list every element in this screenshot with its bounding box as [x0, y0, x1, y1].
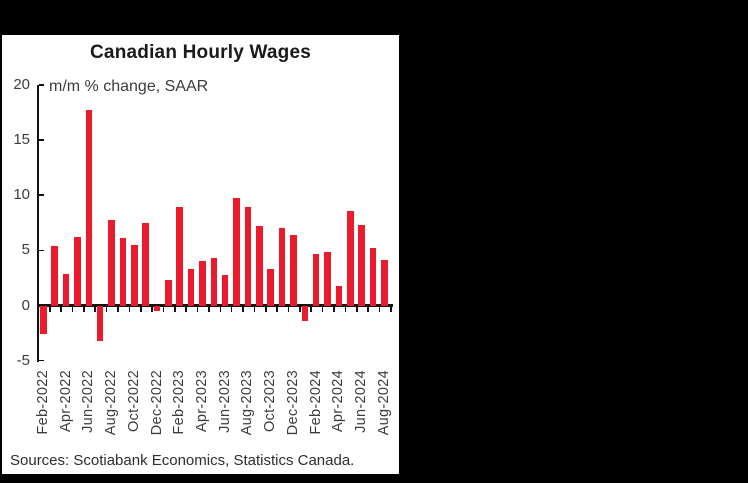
- bar-Feb-2022: [40, 305, 47, 335]
- x-axis-tick: [287, 306, 290, 312]
- bar-Oct-2022: [131, 244, 138, 307]
- bar-Jul-2024: [369, 248, 377, 307]
- x-axis-tick: [185, 306, 188, 312]
- x-axis-tick: [276, 306, 278, 312]
- x-tick-label: Apr-2023: [193, 370, 210, 433]
- bar-Dec-2023: [290, 234, 297, 307]
- x-axis-tick: [37, 306, 40, 312]
- axis-unit-label: m/m % change, SAAR: [49, 78, 209, 95]
- y-axis-line: [37, 85, 39, 363]
- bar-Apr-2023: [199, 261, 206, 307]
- x-axis-tick: [310, 306, 313, 312]
- x-tick-label: Dec-2022: [148, 370, 165, 436]
- y-tick-label: 0: [21, 296, 30, 314]
- x-axis-tick: [105, 306, 108, 312]
- bar-Nov-2023: [278, 228, 286, 307]
- x-axis-tick: [71, 306, 74, 312]
- bar-Oct-2023: [267, 269, 274, 307]
- x-tick-label: Feb-2022: [34, 370, 51, 435]
- x-axis-tick: [230, 306, 233, 312]
- bar-Jan-2023: [165, 280, 172, 307]
- bar-Mar-2024: [324, 251, 331, 307]
- bar-Jul-2023: [233, 197, 240, 307]
- y-tick-label: 20: [13, 76, 30, 94]
- x-axis-tick: [162, 306, 165, 312]
- x-tick-label: Jun-2023: [216, 370, 233, 433]
- x-axis-tick: [355, 306, 358, 312]
- y-axis-tick: [38, 194, 44, 197]
- x-tick-label: Dec-2023: [284, 370, 301, 436]
- x-tick-label: Apr-2022: [57, 370, 74, 433]
- x-axis-tick: [242, 306, 244, 312]
- source-note: Sources: Scotiabank Economics, Statistic…: [10, 452, 355, 469]
- x-axis-tick: [344, 306, 347, 312]
- x-axis-tick: [83, 306, 85, 312]
- bar-Feb-2024: [312, 253, 320, 307]
- y-tick-label: -5: [16, 351, 30, 369]
- x-axis-tick: [117, 306, 119, 312]
- x-axis-tick: [174, 306, 176, 312]
- x-axis-tick: [378, 306, 381, 312]
- x-axis-tick: [321, 306, 324, 312]
- y-tick-label: 15: [13, 131, 30, 149]
- x-axis-tick: [48, 306, 51, 312]
- x-axis-tick: [253, 306, 256, 312]
- y-axis-tick: [38, 359, 44, 362]
- bar-May-2023: [210, 258, 218, 307]
- bar-Jun-2024: [358, 225, 365, 307]
- bar-Sep-2023: [256, 226, 263, 307]
- x-axis-tick: [208, 306, 210, 312]
- bar-Jun-2022: [85, 110, 93, 307]
- y-tick-label: 5: [21, 241, 30, 259]
- y-axis-tick: [38, 84, 44, 86]
- x-axis-tick: [60, 306, 62, 312]
- x-axis-tick: [390, 306, 392, 312]
- bar-Mar-2023: [187, 269, 195, 307]
- bar-Apr-2022: [62, 273, 70, 307]
- x-tick-label: Feb-2024: [307, 370, 324, 435]
- x-axis-tick: [333, 306, 335, 312]
- bar-May-2022: [74, 237, 81, 307]
- x-tick-label: Jun-2024: [353, 370, 370, 433]
- x-tick-label: Aug-2023: [239, 370, 256, 436]
- x-axis-tick: [94, 306, 97, 312]
- y-axis-tick: [38, 249, 44, 252]
- chart-card: [0, 33, 401, 476]
- bar-Aug-2023: [244, 207, 252, 307]
- bar-Jul-2022: [96, 305, 104, 341]
- bar-Nov-2022: [142, 222, 149, 307]
- y-tick-label: 10: [13, 186, 30, 204]
- x-axis-tick: [219, 306, 222, 312]
- x-tick-label: Feb-2023: [171, 370, 188, 435]
- x-tick-label: Aug-2024: [375, 370, 392, 436]
- x-axis-tick: [196, 306, 199, 312]
- bar-Feb-2023: [176, 207, 183, 307]
- bar-May-2024: [347, 210, 354, 307]
- x-axis-tick: [299, 306, 301, 312]
- x-tick-label: Aug-2022: [103, 370, 120, 436]
- x-axis-tick: [367, 306, 369, 312]
- x-tick-label: Jun-2022: [80, 370, 97, 433]
- bar-Aug-2024: [381, 260, 388, 307]
- x-axis-tick: [139, 306, 142, 312]
- x-axis-tick: [265, 306, 267, 312]
- bar-Sep-2022: [119, 238, 127, 307]
- bar-Jan-2024: [301, 305, 309, 321]
- bar-Dec-2022: [153, 305, 161, 311]
- bar-Jun-2023: [221, 274, 229, 307]
- bar-Apr-2024: [335, 285, 343, 307]
- x-tick-label: Oct-2022: [125, 370, 142, 433]
- y-axis-tick: [38, 139, 44, 142]
- x-axis-tick: [151, 306, 153, 312]
- chart-title: Canadian Hourly Wages: [90, 42, 311, 63]
- bar-Aug-2022: [108, 219, 115, 307]
- x-axis-tick: [128, 306, 131, 312]
- x-tick-label: Apr-2024: [330, 370, 347, 433]
- bar-Mar-2022: [51, 245, 58, 307]
- x-tick-label: Oct-2023: [262, 370, 279, 433]
